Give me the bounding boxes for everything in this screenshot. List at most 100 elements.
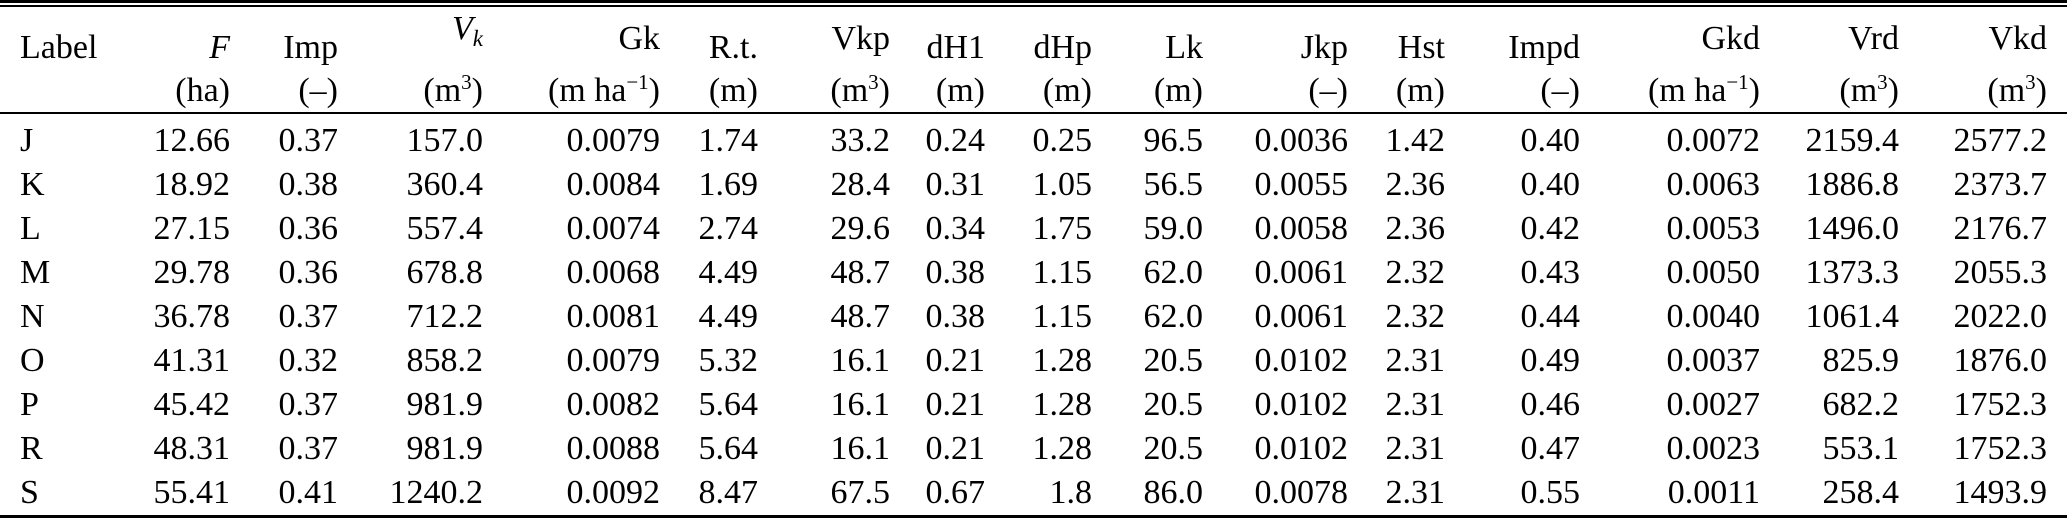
column-title: Vk [452, 10, 483, 51]
row-label-cell: O [20, 342, 45, 379]
table-row: P 45.42 0.37 981.9 0.0082 5.64 16.1 0.21 1.28 20.… [0, 383, 2067, 427]
table-cell: 67.5 [758, 471, 890, 518]
table-cell: 360.4 [406, 166, 484, 203]
row-label-cell: L [20, 210, 41, 247]
table-cell: 981.9 [406, 430, 484, 467]
table-cell: 2577.2 [1953, 122, 2048, 159]
column-title: dHp [1033, 29, 1092, 66]
table-cell: 0.38 [925, 298, 986, 335]
column-title: Gkd [1701, 20, 1760, 57]
column-header-Label: Label [0, 7, 150, 114]
table-cell: 1.28 [1032, 386, 1093, 423]
table-cell: 0.49 [1520, 342, 1581, 379]
column-unit: (–) [1540, 72, 1580, 109]
table-cell: 29.78 [153, 254, 231, 291]
table-cell: 0.21 [925, 386, 986, 423]
table-cell: 678.8 [406, 254, 484, 291]
table-cell: 1886.8 [1805, 166, 1900, 203]
column-header-Gk: Gk (m ha−1) [483, 7, 660, 114]
table-cell: 825.9 [1822, 342, 1900, 379]
table-cell: 682.2 [1822, 386, 1900, 423]
table-cell: 0.0082 [566, 386, 661, 423]
table-cell: 0.0023 [1666, 430, 1761, 467]
column-header-Impd: Impd (–) [1445, 7, 1580, 114]
table-cell: 0.32 [278, 342, 339, 379]
data-table: Label F (ha) Imp (–) Vk (m3) Gk (m ha−1) R.t. (m) V… [0, 7, 2067, 518]
table-cell: 0.0079 [566, 122, 661, 159]
table-cell: 0.0072 [1666, 122, 1761, 159]
table-cell: 0.41 [230, 471, 338, 518]
table-cell: 0.43 [1520, 254, 1581, 291]
table-cell: 0.21 [925, 430, 986, 467]
table-cell: 41.31 [153, 342, 231, 379]
top-rule-thick [0, 0, 2067, 3]
table-cell: 27.15 [153, 210, 231, 247]
table-cell: 2055.3 [1953, 254, 2048, 291]
column-title: Hst [1397, 29, 1445, 66]
table-cell: 981.9 [406, 386, 484, 423]
table-cell: 5.32 [698, 342, 759, 379]
table-cell: 1493.9 [1899, 471, 2067, 518]
table-cell: 1.8 [985, 471, 1092, 518]
table-cell: 1.42 [1385, 122, 1446, 159]
column-unit: (m) [935, 72, 985, 109]
column-title: Vkd [1988, 20, 2047, 57]
column-title: Vkp [831, 20, 890, 57]
table-cell: 557.4 [406, 210, 484, 247]
table-cell: 712.2 [406, 298, 484, 335]
table-cell: 96.5 [1143, 122, 1204, 159]
column-unit: (m3) [1987, 70, 2047, 109]
table-cell: 0.37 [278, 386, 339, 423]
table-cell: 2.74 [698, 210, 759, 247]
column-header-Jkp: Jkp (–) [1203, 7, 1348, 114]
table-cell: 12.66 [153, 122, 231, 159]
column-title: F [209, 29, 230, 66]
table-cell: 20.5 [1143, 386, 1204, 423]
table-cell: 0.0084 [566, 166, 661, 203]
table-cell: 18.92 [153, 166, 231, 203]
table-cell: 0.40 [1520, 166, 1581, 203]
table-cell: 48.7 [830, 254, 891, 291]
table-cell: 1.15 [1032, 298, 1093, 335]
table-cell: 0.36 [278, 254, 339, 291]
table-cell: 0.24 [925, 122, 986, 159]
column-unit: (m3) [830, 70, 890, 109]
table-cell: 45.42 [153, 386, 231, 423]
table-cell: 0.0088 [566, 430, 661, 467]
table-cell: 1876.0 [1953, 342, 2048, 379]
table-cell: 0.55 [1445, 471, 1580, 518]
table-cell: 2.31 [1385, 342, 1446, 379]
table-cell: 0.0102 [1254, 430, 1349, 467]
table-cell: 0.37 [278, 122, 339, 159]
column-header-Hst: Hst (m) [1348, 7, 1445, 114]
table-cell: 20.5 [1143, 342, 1204, 379]
table-cell: 16.1 [830, 342, 891, 379]
column-title: Lk [1165, 29, 1203, 66]
column-unit: (m3) [1839, 70, 1899, 109]
table-row: L 27.15 0.36 557.4 0.0074 2.74 29.6 0.34 1.75 59.… [0, 207, 2067, 251]
table-cell: 48.31 [153, 430, 231, 467]
table-cell: 48.7 [830, 298, 891, 335]
column-unit: (–) [1308, 72, 1348, 109]
column-header-Vkd: Vkd (m3) [1899, 7, 2067, 114]
row-label-cell: J [20, 122, 34, 159]
top-rule-thin [0, 5, 2067, 7]
table-cell: 0.0079 [566, 342, 661, 379]
column-title: Gk [618, 20, 660, 57]
table-cell: 1.15 [1032, 254, 1093, 291]
table-cell: 0.0040 [1666, 298, 1761, 335]
table-cell: 258.4 [1760, 471, 1899, 518]
table-cell: 0.0037 [1666, 342, 1761, 379]
table-cell: 2022.0 [1953, 298, 2048, 335]
table-cell: 0.42 [1520, 210, 1581, 247]
table-cell: 28.4 [830, 166, 891, 203]
table-cell: 2.31 [1348, 471, 1445, 518]
table-cell: 56.5 [1143, 166, 1204, 203]
table-cell: 0.46 [1520, 386, 1581, 423]
column-header-Gkd: Gkd (m ha−1) [1580, 7, 1760, 114]
table-row: M 29.78 0.36 678.8 0.0068 4.49 48.7 0.38 1.15 62.… [0, 251, 2067, 295]
column-header-Vk: Vk (m3) [338, 7, 483, 114]
column-header-F: F (ha) [150, 7, 230, 114]
table-cell: 0.0055 [1254, 166, 1349, 203]
